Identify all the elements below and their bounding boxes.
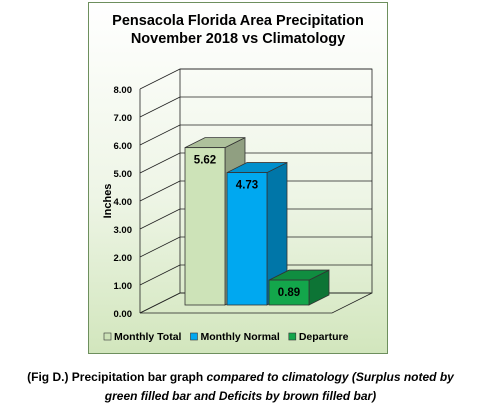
- caption-text-italic: compared to climatology (Surplus noted b…: [206, 370, 454, 384]
- legend-label: Departure: [299, 331, 349, 343]
- figure-caption-line-2: green filled bar and Deficits by brown f…: [0, 388, 481, 405]
- gridline-diagonal: [139, 236, 181, 258]
- y-tick-label: 4.00: [114, 197, 133, 208]
- plot-area: 0.00 1.00 2.00 3.00 4.00 5.00 6.00 7.00 8.00 5.62…: [114, 68, 373, 320]
- y-tick-label: 1.00: [114, 281, 133, 292]
- bar-departure: [268, 279, 310, 306]
- y-tick-label: 8.00: [114, 85, 133, 96]
- legend-label: Monthly Total: [114, 331, 182, 343]
- y-tick-label: 2.00: [114, 253, 133, 264]
- chart-legend: Monthly Total Monthly Normal Departure: [103, 331, 349, 343]
- gridline-diagonal: [139, 96, 181, 118]
- bar-monthly-total: [184, 147, 226, 306]
- bar-data-label: 0.89: [278, 287, 300, 299]
- y-tick-label: 0.00: [114, 309, 133, 320]
- legend-label: Monthly Normal: [200, 331, 279, 343]
- bar-data-label: 4.73: [236, 180, 258, 192]
- figure-caption-line-1: (Fig D.) Precipitation bar graph compare…: [0, 369, 481, 386]
- y-tick-label: 5.00: [114, 169, 133, 180]
- bar-data-label: 5.62: [194, 155, 216, 167]
- chart-title-line-1: Pensacola Florida Area Precipitation: [112, 13, 364, 29]
- gridline-diagonal: [139, 68, 181, 90]
- caption-text-italic-2: green filled bar and Deficits by brown f…: [104, 389, 377, 403]
- gridline-diagonal: [139, 208, 181, 230]
- y-tick-label: 6.00: [114, 141, 133, 152]
- y-tick-label: 7.00: [114, 113, 133, 124]
- caption-text-normal: (Fig D.) Precipitation bar graph: [27, 370, 207, 384]
- chart-title-line-2: November 2018 vs Climatology: [131, 31, 345, 47]
- legend-swatch: [288, 332, 297, 341]
- gridline-diagonal: [139, 292, 181, 314]
- legend-swatch: [103, 332, 112, 341]
- gridline-diagonal: [139, 264, 181, 286]
- legend-swatch: [190, 332, 198, 341]
- y-axis-label: Inches: [102, 184, 114, 219]
- gridline-diagonal: [139, 180, 181, 202]
- bar-monthly-normal: [226, 172, 268, 306]
- gridline-diagonal: [139, 152, 181, 174]
- y-tick-label: 3.00: [114, 225, 133, 236]
- gridline-diagonal: [139, 124, 181, 146]
